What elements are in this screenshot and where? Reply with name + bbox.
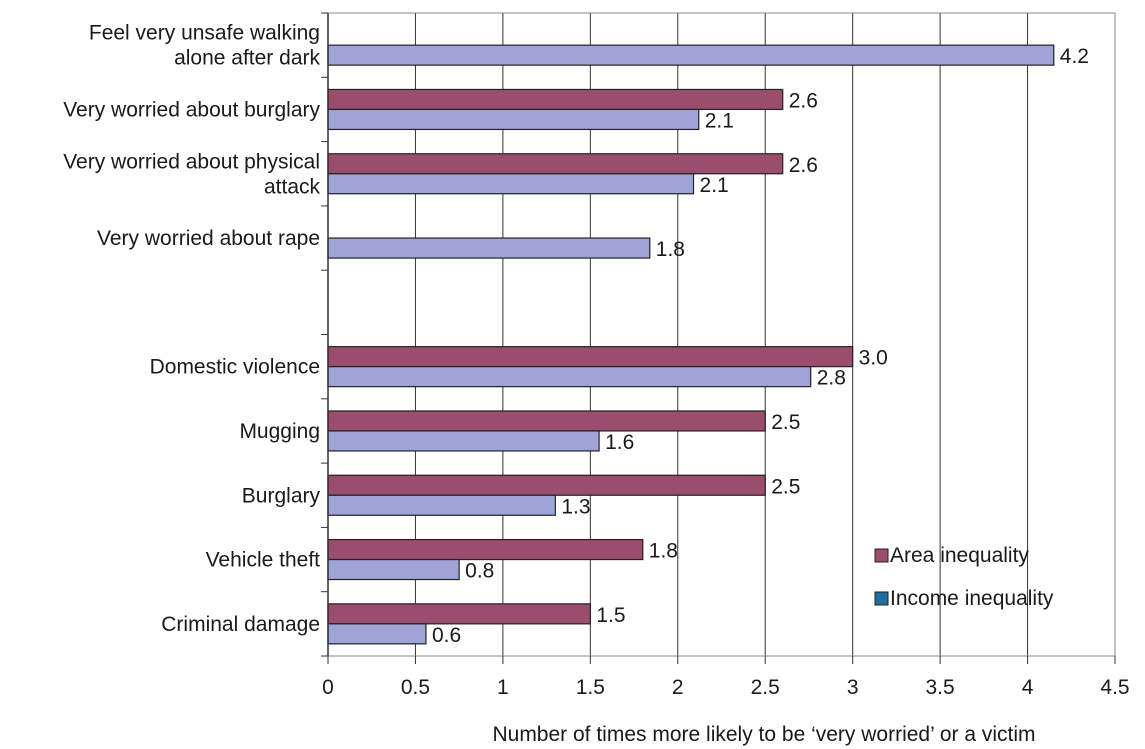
legend-label: Area inequality [890,544,1029,567]
category-label: Very worried about burglary [63,98,320,121]
bar-income [327,108,700,131]
value-labels: 4.2 2.6 2.1 2.6 2.1 1.8 3.0 2.8 2.5 1.6 2.5 1.3 1.8 0… [432,45,1089,647]
value-label: 1.8 [656,238,685,261]
x-tick-label: 2 [672,676,684,699]
bar-income [327,44,1055,66]
bar-income [327,558,460,581]
bar-income [327,623,427,645]
category-label: Mugging [239,420,320,443]
value-label: 2.6 [789,89,818,112]
bar-income [327,494,556,516]
x-tick-label: 1 [497,676,509,699]
bar-area [327,603,591,625]
value-label: 2.5 [771,411,800,434]
category-label: Very worried about physical [63,150,320,173]
value-label: 1.8 [649,540,678,563]
bar-area [327,346,854,368]
bar-area [327,538,644,561]
bars [327,44,1055,645]
legend-swatch-area [874,548,889,563]
bar-area [327,410,766,432]
bar-area [327,153,784,175]
value-label: 0.8 [465,560,494,583]
category-label: Vehicle theft [206,549,321,572]
value-label: 1.5 [596,604,625,627]
legend-label: Income inequality [890,587,1054,610]
value-label: 4.2 [1060,45,1089,68]
x-tick-labels: 0 0.5 1 1.5 2 2.5 3 3.5 4 4.5 [322,676,1129,699]
category-label: Domestic violence [150,356,320,379]
bar-income [327,430,600,452]
category-label: alone after dark [174,47,320,70]
x-tick-label: 3 [847,676,859,699]
legend-swatch-income [874,591,889,606]
x-tick-label: 3.5 [926,676,955,699]
x-tick-label: 4.5 [1100,676,1129,699]
x-tick-label: 2.5 [751,676,780,699]
value-label: 3.0 [859,347,888,370]
category-label: Very worried about rape [97,227,320,250]
x-tick-label: 0.5 [401,676,430,699]
bar-income [327,366,812,388]
value-label: 1.3 [561,495,590,518]
x-tick-label: 0 [322,676,334,699]
bar-area [327,474,766,496]
category-label: attack [264,175,321,198]
category-label: Criminal damage [161,613,320,636]
x-tick-label: 1.5 [576,676,605,699]
axes [321,12,1116,664]
x-tick-label: 4 [1022,676,1034,699]
value-label: 2.6 [789,154,818,177]
value-label: 1.6 [605,431,634,454]
category-label: Burglary [242,484,321,507]
x-axis-title: Number of times more likely to be ‘very … [492,723,1035,746]
value-label: 2.5 [771,475,800,498]
value-label: 2.1 [700,174,729,197]
category-label: Feel very unsafe walking [89,22,320,45]
value-label: 2.1 [705,109,734,132]
value-label: 2.8 [817,367,846,390]
legend: Area inequality Income inequality [874,544,1054,610]
bar-area [327,88,784,111]
bar-income [327,237,651,259]
bar-income [327,173,695,195]
value-label: 0.6 [432,624,461,647]
